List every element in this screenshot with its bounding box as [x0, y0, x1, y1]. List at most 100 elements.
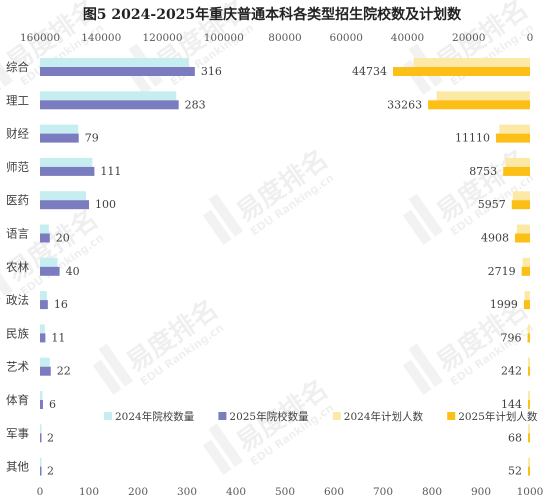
bar-2025-plan	[527, 333, 530, 343]
data-label-schools: 6	[49, 398, 56, 411]
top-axis-tick-label: 20000	[452, 32, 485, 44]
bar-2025-schools	[40, 133, 79, 143]
watermark-logo-bar	[408, 193, 444, 237]
bottom-axis: 0 100 200 300 400 500 600 700 800 900 1000	[37, 486, 544, 498]
bar-2025-plan	[521, 266, 530, 276]
chart-title: 图5 2024-2025年重庆普通本科各类型招生院校数及计划数	[83, 6, 462, 23]
bar-2024-plan	[499, 124, 530, 134]
watermark-logo-bar	[98, 343, 134, 387]
bar-2025-schools	[40, 233, 50, 243]
watermark-logo-bar	[208, 193, 244, 237]
category-label: 民族	[6, 326, 29, 340]
legend-swatch	[218, 412, 227, 420]
category-label: 师范	[6, 160, 29, 174]
bottom-axis-tick-label: 900	[471, 486, 491, 498]
data-label-plan: 52	[508, 465, 522, 478]
data-label-plan: 5957	[478, 198, 506, 211]
legend-label: 2025年院校数量	[229, 410, 309, 423]
bar-2024-plan	[527, 324, 530, 334]
legend-swatch	[104, 412, 112, 420]
bar-2025-plan	[503, 166, 530, 176]
bar-2024-plan	[512, 191, 530, 201]
bar-2025-schools	[40, 400, 43, 409]
legend-label: 2025年计划人数	[458, 410, 538, 423]
bar-2024-plan	[413, 58, 530, 67]
data-label-plan: 11110	[455, 132, 490, 145]
category-label: 理工	[6, 93, 29, 107]
category-label: 政法	[6, 293, 29, 307]
legend-swatch	[332, 412, 341, 420]
bar-2024-plan	[528, 424, 530, 434]
bar-2025-plan	[528, 366, 530, 376]
bar-2024-schools	[40, 191, 87, 201]
category-label: 体育	[6, 393, 29, 407]
bottom-axis-tick-label: 0	[37, 486, 44, 498]
bar-2024-plan	[528, 457, 530, 467]
top-axis-tick-label: 80000	[268, 32, 301, 44]
bar-2024-schools	[40, 391, 43, 400]
bar-2025-plan	[528, 400, 530, 409]
data-label-plan: 242	[501, 365, 522, 378]
category-label: 综合	[6, 60, 29, 74]
bottom-axis-tick-label: 600	[324, 486, 344, 498]
top-axis-tick-label: 120000	[142, 32, 182, 44]
data-label-schools: 20	[56, 232, 70, 245]
data-label-plan: 2719	[488, 265, 516, 278]
bar-2024-schools	[40, 257, 58, 267]
bar-2025-schools	[40, 433, 42, 443]
bar-2024-schools	[40, 457, 42, 467]
bar-2024-schools	[40, 91, 177, 101]
bar-2024-schools	[40, 124, 79, 134]
data-label-schools: 111	[100, 165, 121, 178]
data-label-schools: 316	[201, 65, 222, 78]
data-label-schools: 22	[57, 365, 71, 378]
top-axis-tick-label: 100000	[204, 32, 244, 44]
bar-2024-plan	[528, 391, 530, 400]
legend: 2024年院校数量 2025年院校数量 2024年计划人数 2025年计划人数	[104, 410, 538, 423]
bar-2024-schools	[40, 291, 47, 301]
watermark-logo-bar	[402, 359, 432, 395]
top-axis-tick-label: 60000	[330, 32, 363, 44]
bar-2025-schools	[40, 166, 95, 176]
bottom-axis-tick-label: 400	[226, 486, 246, 498]
bar-2024-schools	[40, 58, 189, 67]
bar-2025-schools	[40, 200, 89, 210]
data-label-schools: 16	[54, 298, 68, 311]
bar-2024-schools	[40, 324, 45, 334]
bottom-axis-tick-label: 100	[79, 486, 99, 498]
bar-2024-schools	[40, 224, 49, 234]
bottom-axis-tick-label: 700	[373, 486, 393, 498]
category-label: 其他	[6, 460, 29, 474]
data-label-plan: 4908	[481, 232, 509, 245]
category-label: 财经	[6, 127, 29, 141]
bottom-axis-tick-label: 200	[128, 486, 148, 498]
category-label: 艺术	[6, 360, 29, 374]
data-label-plan: 144	[501, 398, 522, 411]
bar-2025-plan	[528, 466, 530, 476]
legend-swatch	[447, 412, 456, 420]
watermark-logo-bar	[92, 359, 122, 395]
bar-2024-plan	[522, 257, 530, 267]
bar-2025-plan	[514, 233, 530, 243]
bar-2024-schools	[40, 357, 50, 367]
legend-label: 2024年院校数量	[115, 410, 195, 423]
watermark-logo-bar	[0, 253, 14, 297]
bar-2025-schools	[40, 366, 51, 376]
bar-2025-plan	[511, 200, 530, 210]
bar-2025-plan	[495, 133, 530, 143]
watermark-logo-bar	[208, 423, 244, 467]
watermark-logo-bar	[202, 439, 232, 475]
bar-2025-schools	[40, 333, 46, 343]
data-label-schools: 11	[51, 331, 65, 344]
top-axis-tick-label: 40000	[391, 32, 424, 44]
bar-2025-schools	[40, 266, 60, 276]
watermark-logo-bar	[202, 209, 232, 245]
data-label-plan: 33263	[387, 98, 422, 111]
data-label-plan: 8753	[469, 165, 497, 178]
bar-2024-plan	[528, 357, 530, 367]
bar-2025-schools	[40, 67, 195, 76]
bar-2025-plan	[528, 433, 530, 443]
